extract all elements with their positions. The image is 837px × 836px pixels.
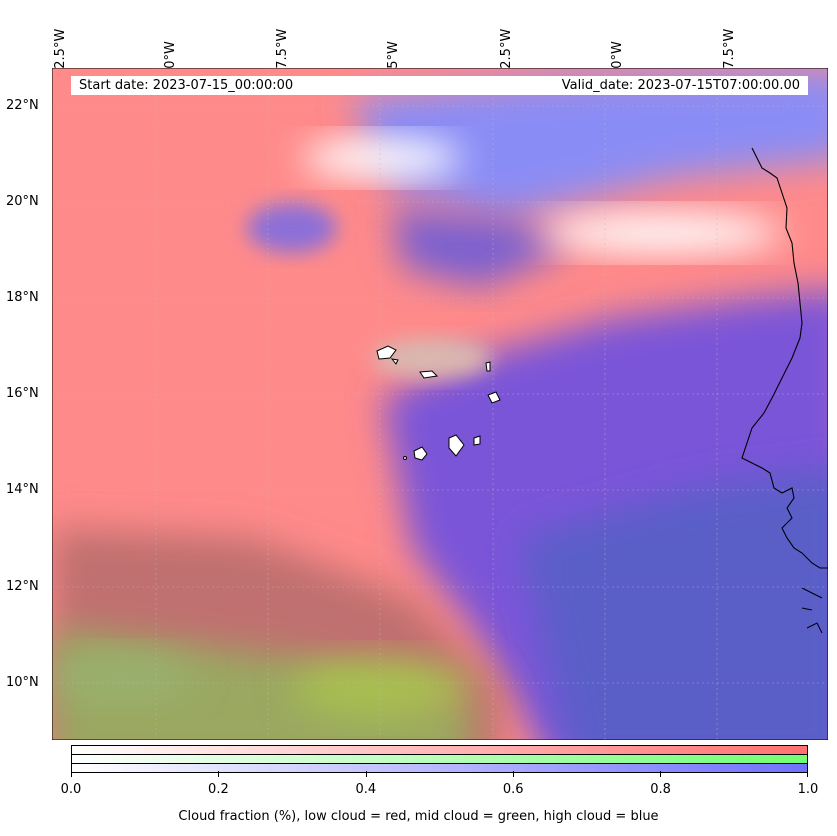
high-cloud-region <box>352 68 828 218</box>
high-cloud-region <box>392 208 572 288</box>
lat-label: 16°N <box>6 386 39 401</box>
colorbar-tick-label: 0.4 <box>355 782 377 797</box>
colorbar-tick-label: 1.0 <box>797 782 819 797</box>
valid-date-text: Valid_date: 2023-07-15T07:00:00.00 <box>561 78 800 93</box>
colorbar-tick-label: 0.6 <box>502 782 524 797</box>
island-glow <box>372 338 492 378</box>
clear-patch <box>542 213 782 253</box>
cloud-fraction-map <box>52 68 828 740</box>
lat-label: 22°N <box>6 98 39 113</box>
high-cloud-patch <box>247 203 337 253</box>
lat-label: 18°N <box>6 290 39 305</box>
colorbar-low <box>71 745 808 754</box>
lat-label: 20°N <box>6 194 39 209</box>
islands <box>376 345 501 461</box>
colorbar-mid <box>71 754 808 763</box>
colorbar-tick-label: 0.8 <box>650 782 671 797</box>
high-cloud-region <box>522 471 828 740</box>
mid-cloud-patch <box>52 653 192 703</box>
lat-label: 14°N <box>6 482 39 497</box>
lat-label: 10°N <box>6 675 39 690</box>
colorbar-high <box>71 763 808 773</box>
colorbar-tick-label: 0.0 <box>60 782 82 797</box>
date-header: Start date: 2023-07-15_00:00:00 Valid_da… <box>71 76 808 95</box>
colorbar-ticks: 0.0 0.2 0.4 0.6 0.8 1.0 <box>61 782 819 798</box>
colorbar-tick-label: 0.2 <box>208 782 229 797</box>
lat-label: 12°N <box>6 579 39 594</box>
mid-cloud-patch <box>292 658 472 718</box>
coastline <box>801 587 823 634</box>
coastline <box>741 147 828 569</box>
colorbar-caption: Cloud fraction (%), low cloud = red, mid… <box>178 809 659 824</box>
graticule <box>52 68 828 740</box>
colorbar <box>71 745 808 773</box>
clear-patch <box>302 138 462 178</box>
start-date-text: Start date: 2023-07-15_00:00:00 <box>79 78 294 93</box>
